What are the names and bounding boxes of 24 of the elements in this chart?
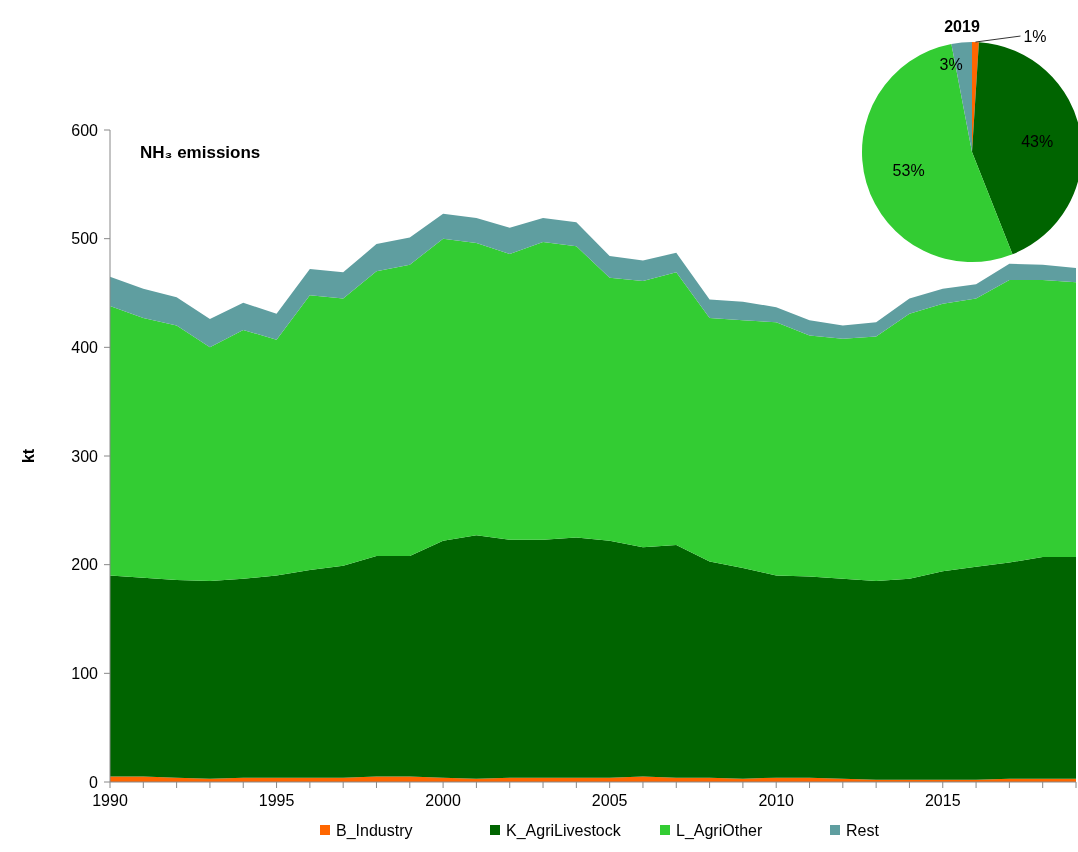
x-tick-label: 2010 [758, 792, 795, 809]
y-tick-label: 0 [89, 773, 99, 791]
x-tick-label: 1990 [92, 792, 128, 809]
y-axis-title: kt [20, 448, 37, 464]
data-label: 1% [1023, 27, 1047, 45]
y-tick-label: 200 [71, 556, 99, 574]
x-tick-label: 1995 [258, 792, 295, 809]
y-tick-label: 600 [71, 121, 99, 139]
legend-label: L_AgriOther [676, 822, 763, 840]
x-tick-label: 2000 [425, 792, 461, 809]
legend-label: K_AgriLivestock [506, 822, 622, 840]
chart-title: 2019 [944, 18, 980, 35]
y-tick-label: 400 [71, 338, 99, 356]
legend-label: B_Industry [336, 822, 413, 840]
text: NH₃ emissions [140, 143, 261, 162]
y-tick-label: 100 [71, 664, 99, 682]
y-tick-label: 500 [71, 230, 99, 248]
x-tick-label: 2015 [924, 792, 961, 809]
legend-label: Rest [846, 822, 880, 839]
data-label: 43% [1021, 133, 1054, 151]
x-tick-label: 2005 [591, 792, 628, 809]
y-tick-label: 300 [71, 447, 99, 465]
data-label: 53% [892, 162, 925, 180]
data-label: 3% [939, 55, 963, 73]
